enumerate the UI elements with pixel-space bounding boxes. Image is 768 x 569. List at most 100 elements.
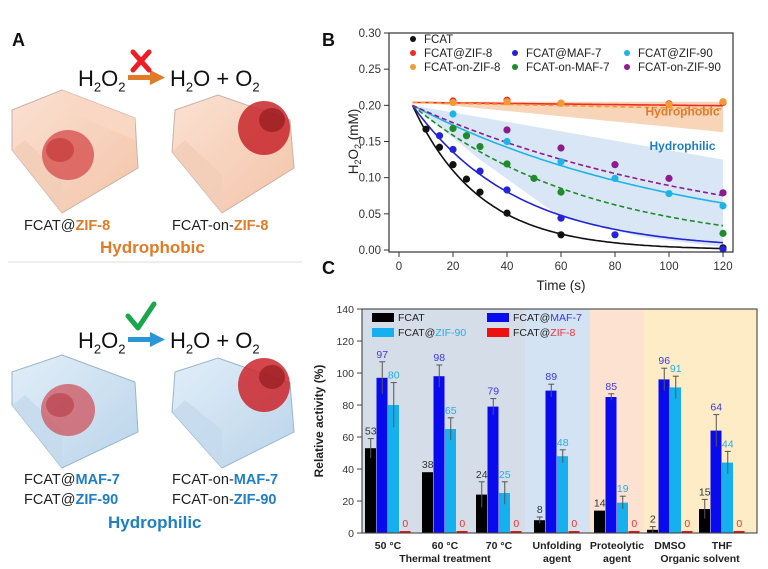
bar-value-label: 64 [710,402,722,414]
products-bottom: H2O + O2 [170,328,260,357]
y-tick-label: 60 [342,432,354,444]
x-tick-label: 100 [659,261,678,273]
bar-fcat [365,448,376,533]
legend-swatch [487,313,509,322]
label-fcat-at-zif8: FCAT@ZIF-8 [24,218,110,234]
protein-surface-icon [238,358,290,412]
data-point-fcat [476,188,484,196]
category-label: 60 °C [432,540,459,552]
bar-value-label: 97 [376,349,388,361]
reactant-top: H2O2 [78,66,126,95]
bar-value-label: 38 [422,459,434,471]
legend-marker [410,50,416,56]
category-label: agent [603,553,632,565]
category-label: Unfolding [533,540,582,552]
legend-label: FCAT@ZIF-90 [638,48,713,60]
data-point-fcat-on-zif-8 [719,98,727,106]
bar-value-label: 0 [571,518,577,530]
bar-value-label: 25 [499,469,511,481]
fit-line-fcat [411,104,723,250]
category-label: DMSO [654,540,686,552]
bar-value-label: 89 [545,371,557,383]
legend-label: FCAT@ZIF-8 [424,48,492,60]
category-label: THF [712,540,733,552]
data-point-fcat-zif-90 [557,158,565,166]
legend-label: FCAT@MAF-7 [513,312,582,324]
annotation-hydrophilic: Hydrophilic [649,139,715,153]
data-point-fcat-on-maf-7 [449,124,457,133]
bar-fcat-zif-8 [568,531,580,533]
data-point-fcat [557,231,565,239]
bar-fcat-zif-90 [557,456,568,533]
data-point-fcat-on-maf-7 [503,160,511,168]
y-tick-label: 0.05 [359,209,381,221]
bar-fcat-zif-90 [722,462,733,533]
label-fcat-at-maf7: FCAT@MAF-7 [24,472,120,488]
bar-fcat-zif-90 [499,493,510,533]
bar-fcat-zif-8 [510,531,522,533]
x-tick-label: 40 [501,261,514,273]
bar-fcat [699,509,710,533]
y-tick-label: 0.30 [359,28,381,40]
bar-value-label: 98 [433,352,445,364]
bar-value-label: 0 [402,518,408,530]
data-point-fcat-maf-7 [611,231,619,239]
bar-fcat [422,472,433,533]
x-tick-label: 120 [713,261,732,273]
legend-marker [410,36,416,42]
legend-swatch [372,313,394,322]
reaction-arrow-bottom [128,332,165,347]
cross-icon [130,49,152,73]
data-point-fcat-on-zif-8 [665,101,673,109]
data-point-fcat-on-zif-8 [557,99,565,107]
data-point-fcat-maf-7 [557,214,565,222]
category-hydrophilic: Hydrophilic [108,513,202,532]
data-point-fcat-on-zif-90 [503,126,511,134]
legend-label: FCAT-on-ZIF-8 [424,62,500,74]
bar-value-label: 0 [459,518,465,530]
bar-value-label: 80 [388,370,400,382]
protein-inside-icon [41,384,95,436]
bar-fcat-maf-7 [658,379,670,533]
y-tick-label: 0.15 [359,137,381,149]
legend-marker [624,50,630,56]
fit-line-fcat-on-zif-8 [412,101,723,110]
data-point-fcat-on-zif-8 [449,98,457,107]
data-point-fcat [503,209,511,217]
data-point-fcat [449,161,457,169]
bar-fcat [476,494,487,533]
bar-value-label: 0 [736,518,742,530]
label-prefix: FCAT-on- [172,218,234,234]
label-fcat-at-zif90: FCAT@ZIF-90 [24,492,118,508]
y-tick-label: 0.20 [359,100,381,112]
category-label: 70 °C [486,540,513,552]
panel-a-illustration [8,49,302,469]
panel-c-letter: C [322,258,335,278]
bar-fcat-maf-7 [433,376,445,533]
bar-value-label: 85 [605,381,617,393]
bar-fcat-zif-90 [388,405,399,533]
y-tick-label: 20 [342,496,354,508]
bar-fcat [594,510,605,533]
legend-label: FCAT@ZIF-90 [398,327,466,339]
data-point-fcat-maf-7 [449,145,457,154]
data-point-fcat-on-maf-7 [719,229,727,237]
data-point-fcat [422,125,430,133]
data-point-fcat-maf-7 [503,186,511,194]
y-tick-label: 120 [336,336,354,348]
data-point-fcat-maf-7 [476,167,484,175]
data-point-fcat-maf-7 [719,245,727,253]
fit-line-fcat-on-zif-90 [412,104,724,197]
bar-value-label: 48 [557,437,569,449]
y-tick-label: 80 [342,400,354,412]
legend-marker [512,64,518,70]
legend-marker [410,64,416,70]
reactant-bottom: H2O2 [78,328,126,357]
data-point-fcat-zif-90 [719,202,727,210]
y-tick-label: 0.00 [359,245,381,257]
bar-value-label: 65 [445,405,457,417]
legend-swatch [487,328,509,337]
legend-label: FCAT [424,34,453,46]
bar-fcat-zif-8 [733,531,745,533]
